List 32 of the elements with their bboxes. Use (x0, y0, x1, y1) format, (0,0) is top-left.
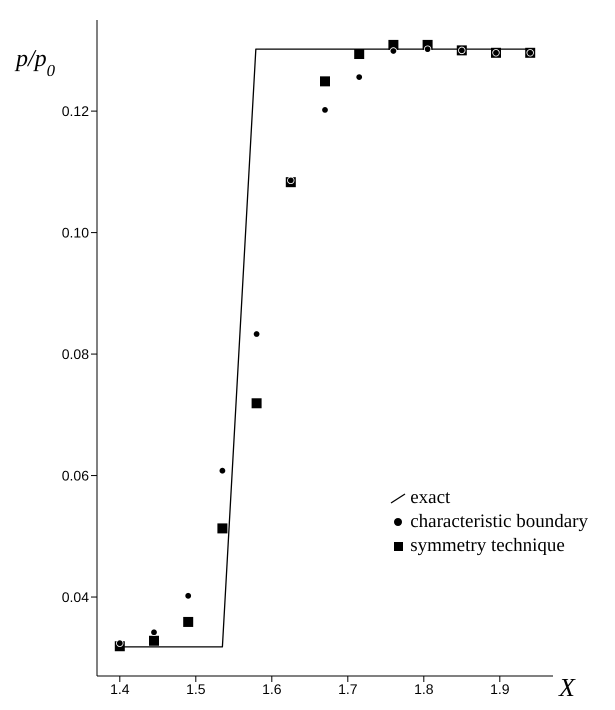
point (354, 49, 364, 60)
x-tick-label: 1.5 (186, 680, 206, 697)
point (287, 176, 294, 184)
y-axis-title: p/p$_{0}$ (14, 46, 56, 80)
y-tick-label: 0.04 (62, 589, 90, 606)
point (183, 616, 194, 627)
legend-label: exact (410, 486, 450, 510)
point (149, 636, 159, 646)
point (217, 523, 228, 534)
x-tick-label: 1.6 (262, 680, 282, 697)
legend-label: symmetry technique (410, 534, 565, 558)
point (116, 640, 124, 647)
point (390, 47, 398, 55)
y-tick-label: 0.10 (62, 224, 90, 241)
point (321, 106, 329, 114)
x-tick-label: 1.4 (110, 680, 130, 697)
point (218, 466, 226, 474)
point (184, 592, 192, 600)
x-axis-title: X (558, 673, 576, 702)
y-tick-label: 0.12 (62, 103, 90, 120)
point (356, 73, 363, 81)
point (424, 45, 432, 53)
x-tick-label: 1.9 (490, 680, 510, 697)
x-tick-label: 1.7 (338, 680, 358, 697)
y-tick-label: 0.06 (62, 468, 90, 484)
legend-label: characteristic boundary (410, 510, 588, 534)
y-tick-label: 0.08 (62, 346, 90, 362)
point (320, 76, 330, 86)
point (252, 330, 260, 338)
x-tick-label: 1.8 (414, 680, 434, 697)
point (150, 628, 158, 636)
point (252, 398, 262, 408)
